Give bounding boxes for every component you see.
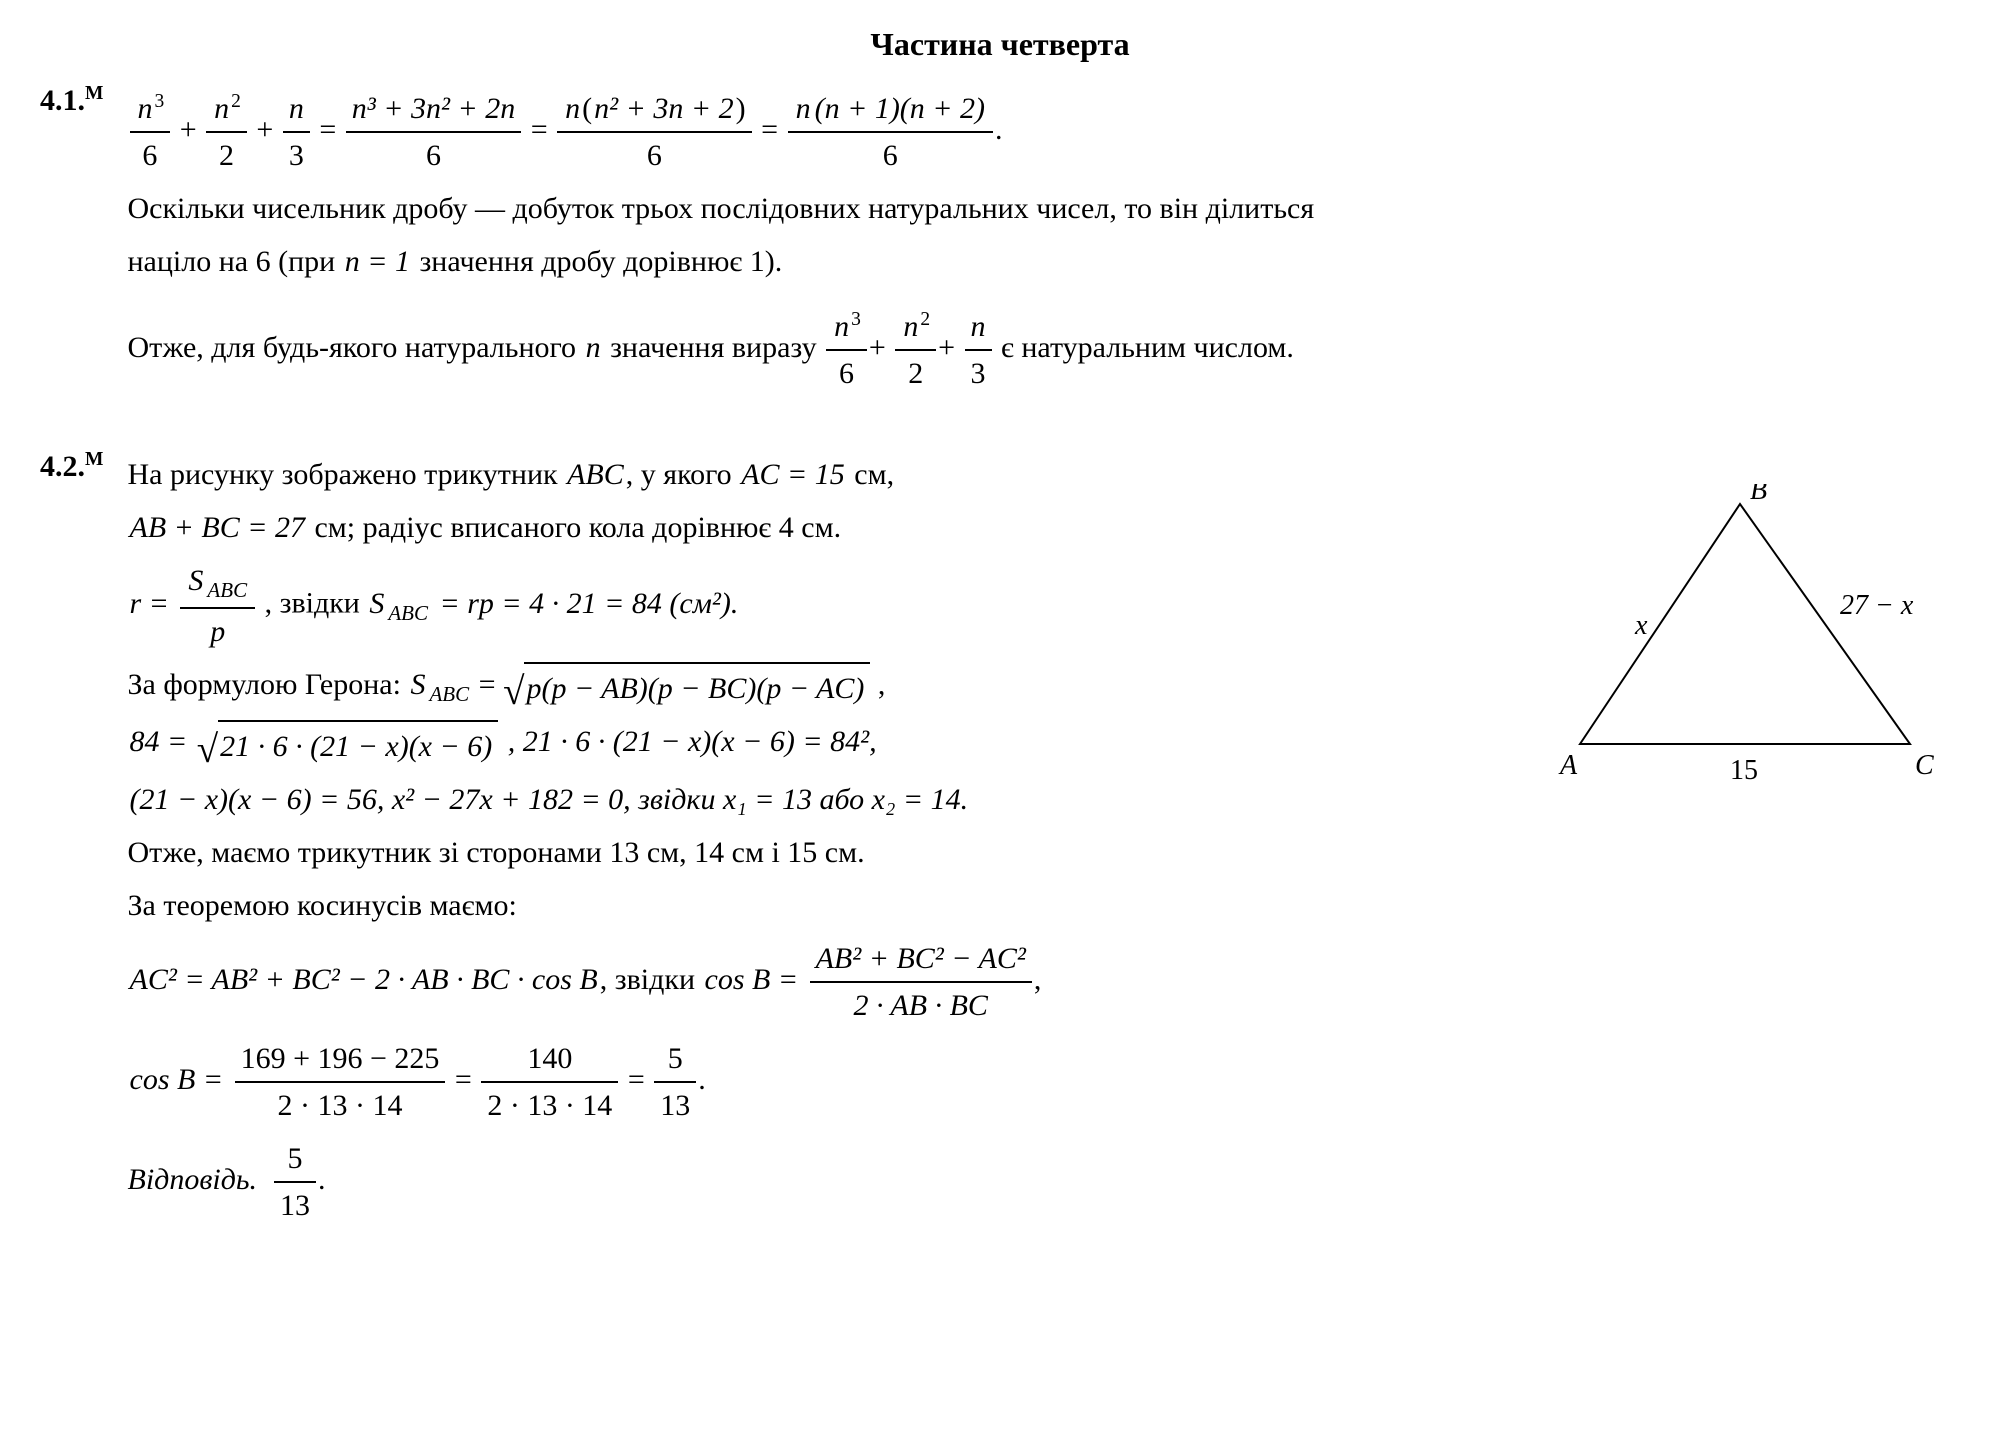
p2-line8: За теоремою косинусів маємо: — [128, 883, 1548, 928]
problem-label-1: 4.1.М — [40, 78, 120, 123]
problem-4-1: 4.1.М n3 6 + n2 2 + n 3 = n³ + 3n² + 2n … — [40, 78, 1960, 404]
vertex-b: B — [1750, 484, 1767, 506]
problem-body-1: n3 6 + n2 2 + n 3 = n³ + 3n² + 2n 6 = n(… — [128, 78, 1948, 404]
text-2: Отже, для будь-якого натурального n знач… — [128, 304, 1948, 396]
text-1a: Оскільки чисельник дробу — добуток трьох… — [128, 186, 1948, 231]
page-title: Частина четверта — [40, 20, 1960, 68]
side-ac-label: 15 — [1730, 755, 1758, 784]
frac-n-3: n 3 — [283, 86, 310, 178]
frac-n2-2: n2 2 — [206, 86, 247, 178]
frac-step1: n³ + 3n² + 2n 6 — [346, 86, 521, 178]
vertex-c: C — [1915, 750, 1934, 781]
p2-line10: cos B = 169 + 196 − 225 2 · 13 · 14 = 14… — [128, 1036, 1548, 1128]
side-bc-label: 27 − x — [1840, 590, 1914, 621]
frac-n3-6: n3 6 — [130, 86, 171, 178]
p2-line4: За формулою Герона: SABC = √p(p − AB)(p … — [128, 662, 1548, 712]
p2-line6: (21 − x)(x − 6) = 56, x² − 27x + 182 = 0… — [128, 777, 1548, 822]
p2-line3: r = SABC p , звідки SABC = rp = 4 · 21 =… — [128, 558, 1548, 654]
frac-answer: 5 13 — [274, 1136, 316, 1228]
frac-step2: n(n² + 3n + 2) 6 — [557, 86, 751, 178]
p2-line2: AB + BC = 27 см; радіус вписаного кола д… — [128, 505, 1548, 550]
problem-label-2: 4.2.М — [40, 444, 120, 489]
p2-answer: Відповідь. 5 13 . — [128, 1136, 1548, 1228]
problem-4-2: 4.2.М На рисунку зображено трикутник ABC… — [40, 444, 1960, 1236]
sqrt-heron: √p(p − AB)(p − BC)(p − AC) — [503, 662, 870, 711]
p2-line7: Отже, маємо трикутник зі сторонами 13 см… — [128, 830, 1548, 875]
triangle-svg: A B C x 27 − x 15 — [1540, 484, 1940, 784]
frac-n3-6-b: n3 6 — [826, 304, 867, 396]
triangle-diagram: A B C x 27 − x 15 — [1540, 484, 1940, 784]
frac-r: SABC p — [180, 558, 255, 654]
problem-body-2: На рисунку зображено трикутник ABC, у як… — [128, 444, 1548, 1236]
frac-cosb-1: 169 + 196 − 225 2 · 13 · 14 — [235, 1036, 446, 1128]
frac-cosb-3: 5 13 — [654, 1036, 696, 1128]
p2-line5: 84 = √21 · 6 · (21 − x)(x − 6) , 21 · 6 … — [128, 719, 1548, 769]
text-1b: націло на 6 (при n = 1 значення дробу до… — [128, 239, 1948, 284]
frac-n2-2-b: n2 2 — [895, 304, 936, 396]
frac-cosb-2: 140 2 · 13 · 14 — [481, 1036, 618, 1128]
vertex-a: A — [1558, 750, 1578, 781]
p2-line1: На рисунку зображено трикутник ABC, у як… — [128, 452, 1548, 497]
frac-cosb: AB² + BC² − AC² 2 · AB · BC — [810, 936, 1032, 1028]
triangle-shape — [1580, 504, 1910, 744]
p2-line9: AC² = AB² + BC² − 2 · AB · BC · cos B, з… — [128, 936, 1548, 1028]
frac-n-3-b: n 3 — [965, 304, 992, 396]
sqrt-84: √21 · 6 · (21 − x)(x − 6) — [197, 720, 499, 769]
frac-step3: n(n + 1)(n + 2) 6 — [788, 86, 993, 178]
side-ab-label: x — [1634, 610, 1648, 641]
eq-line-1: n3 6 + n2 2 + n 3 = n³ + 3n² + 2n 6 = n(… — [128, 86, 1948, 178]
